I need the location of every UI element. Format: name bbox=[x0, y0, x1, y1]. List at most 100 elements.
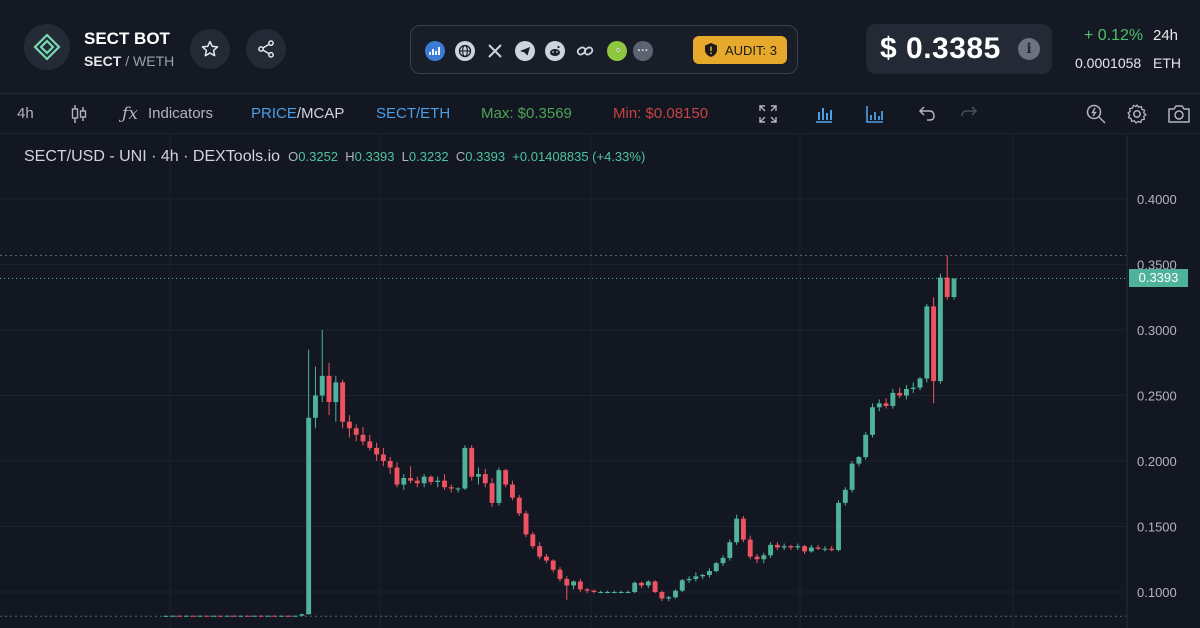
candle-type-icon[interactable] bbox=[67, 102, 91, 126]
candle-body bbox=[605, 592, 610, 593]
y-tick-label: 0.4000 bbox=[1137, 192, 1177, 207]
current-price: $ 0.3385 bbox=[880, 32, 1001, 65]
candle-body bbox=[306, 417, 312, 615]
candle-body bbox=[876, 403, 882, 408]
fullscreen-icon[interactable] bbox=[756, 102, 780, 126]
y-tick-label: 0.1000 bbox=[1137, 585, 1177, 600]
info-icon[interactable]: i bbox=[1018, 38, 1040, 60]
candle-body bbox=[326, 375, 332, 403]
favorite-button[interactable] bbox=[190, 29, 230, 69]
globe-icon[interactable] bbox=[455, 41, 475, 61]
pair-toggle[interactable]: SECT/ETH bbox=[376, 105, 451, 122]
candle-body bbox=[448, 487, 454, 489]
candle-body bbox=[340, 382, 346, 422]
candle-body bbox=[476, 474, 481, 477]
candle-body bbox=[693, 576, 699, 579]
candle-body bbox=[951, 278, 957, 297]
candle-body bbox=[727, 542, 733, 558]
token-name: SECT BOT bbox=[84, 29, 170, 48]
price-axis: 0.4000 0.3500 0.3000 0.2500 0.2000 0.1500 0.10… bbox=[1137, 192, 1177, 600]
reddit-icon[interactable] bbox=[545, 41, 565, 61]
price-chart-icon[interactable] bbox=[812, 102, 836, 126]
interval-selector[interactable]: 4h bbox=[17, 105, 34, 122]
candle-body bbox=[625, 592, 631, 593]
camera-icon[interactable] bbox=[1167, 102, 1191, 126]
price-chart[interactable]: 0.4000 0.3500 0.3000 0.2500 0.2000 0.1500 0.10… bbox=[0, 135, 1200, 628]
close-value: 0.3393 bbox=[465, 149, 506, 164]
candle-body bbox=[163, 615, 169, 617]
candle-body bbox=[829, 548, 835, 551]
candle-body bbox=[836, 502, 841, 551]
candle-body bbox=[211, 615, 216, 617]
shield-warning-icon bbox=[704, 43, 717, 57]
candle-body bbox=[890, 392, 896, 406]
mcap-option[interactable]: /MCAP bbox=[296, 105, 345, 122]
y-tick-label: 0.3500 bbox=[1137, 258, 1177, 273]
candle-body bbox=[747, 539, 753, 557]
candle-body bbox=[510, 484, 515, 498]
candle-body bbox=[251, 615, 257, 617]
redo-icon[interactable] bbox=[957, 102, 981, 126]
candle-body bbox=[428, 476, 434, 482]
candle-body bbox=[571, 581, 577, 586]
more-icon[interactable]: ··· bbox=[633, 41, 653, 61]
price-mcap-toggle[interactable]: PRICE/MCAP bbox=[251, 105, 344, 122]
candle-body bbox=[442, 480, 447, 488]
candle-body bbox=[761, 555, 767, 560]
pair-separator: / bbox=[121, 53, 134, 69]
telegram-icon[interactable] bbox=[515, 41, 535, 61]
indicators-button[interactable]: Indicators bbox=[148, 105, 214, 122]
candle-body bbox=[224, 615, 230, 617]
candle-body bbox=[910, 387, 916, 389]
candle-body bbox=[530, 534, 536, 547]
candle-body bbox=[564, 578, 570, 586]
candle-body bbox=[455, 488, 461, 490]
candle-body bbox=[754, 556, 760, 560]
eth-price: 0.0001058 bbox=[1075, 55, 1142, 71]
candle-body bbox=[401, 478, 407, 485]
candle-body bbox=[856, 457, 862, 464]
candle-body bbox=[387, 461, 393, 468]
candle-body bbox=[537, 546, 543, 557]
chart-grid bbox=[0, 135, 1128, 628]
candle-body bbox=[842, 489, 848, 503]
coingecko-icon[interactable] bbox=[607, 41, 627, 61]
candle-body bbox=[238, 615, 244, 617]
volume-chart-icon[interactable] bbox=[863, 102, 887, 126]
dextools-icon[interactable] bbox=[425, 41, 445, 61]
star-icon bbox=[201, 40, 219, 57]
candle-body bbox=[639, 582, 644, 586]
candle-body bbox=[516, 497, 522, 514]
candle-body bbox=[822, 548, 828, 550]
x-icon[interactable] bbox=[485, 41, 505, 61]
candle-body bbox=[421, 476, 427, 484]
undo-icon[interactable] bbox=[915, 102, 939, 126]
candle-body bbox=[713, 563, 719, 572]
max-price-toggle[interactable]: Max: $0.3569 bbox=[481, 105, 572, 122]
link-icon[interactable] bbox=[575, 41, 595, 61]
candle-body bbox=[937, 277, 943, 382]
min-price-toggle[interactable]: Min: $0.08150 bbox=[613, 105, 709, 122]
eth-unit: ETH bbox=[1153, 55, 1181, 71]
candle-body bbox=[598, 592, 604, 593]
settings-gear-icon[interactable] bbox=[1125, 102, 1149, 126]
candlestick-chart[interactable]: 0.4000 0.3500 0.3000 0.2500 0.2000 0.1500 0.10… bbox=[0, 135, 1200, 628]
candle-body bbox=[217, 615, 223, 617]
candle-body bbox=[285, 615, 291, 617]
candle-body bbox=[700, 574, 706, 577]
candle-body bbox=[645, 581, 651, 586]
price-option[interactable]: PRICE bbox=[251, 105, 297, 122]
share-icon bbox=[258, 40, 274, 58]
share-button[interactable] bbox=[246, 29, 286, 69]
close-label: C bbox=[455, 149, 466, 164]
candle-body bbox=[353, 428, 359, 435]
candle-body bbox=[414, 480, 420, 484]
legend-ohlc: O0.3252 H0.3393 L0.3232 C0.3393 +0.01408… bbox=[285, 149, 645, 164]
candle-body bbox=[788, 546, 794, 548]
token-logo bbox=[24, 24, 70, 70]
fx-icon[interactable]: ƒx bbox=[122, 104, 138, 124]
candle-body bbox=[319, 375, 325, 396]
quick-search-icon[interactable] bbox=[1084, 102, 1108, 126]
candle-body bbox=[462, 447, 468, 489]
audit-button[interactable]: AUDIT: 3 bbox=[693, 36, 787, 64]
